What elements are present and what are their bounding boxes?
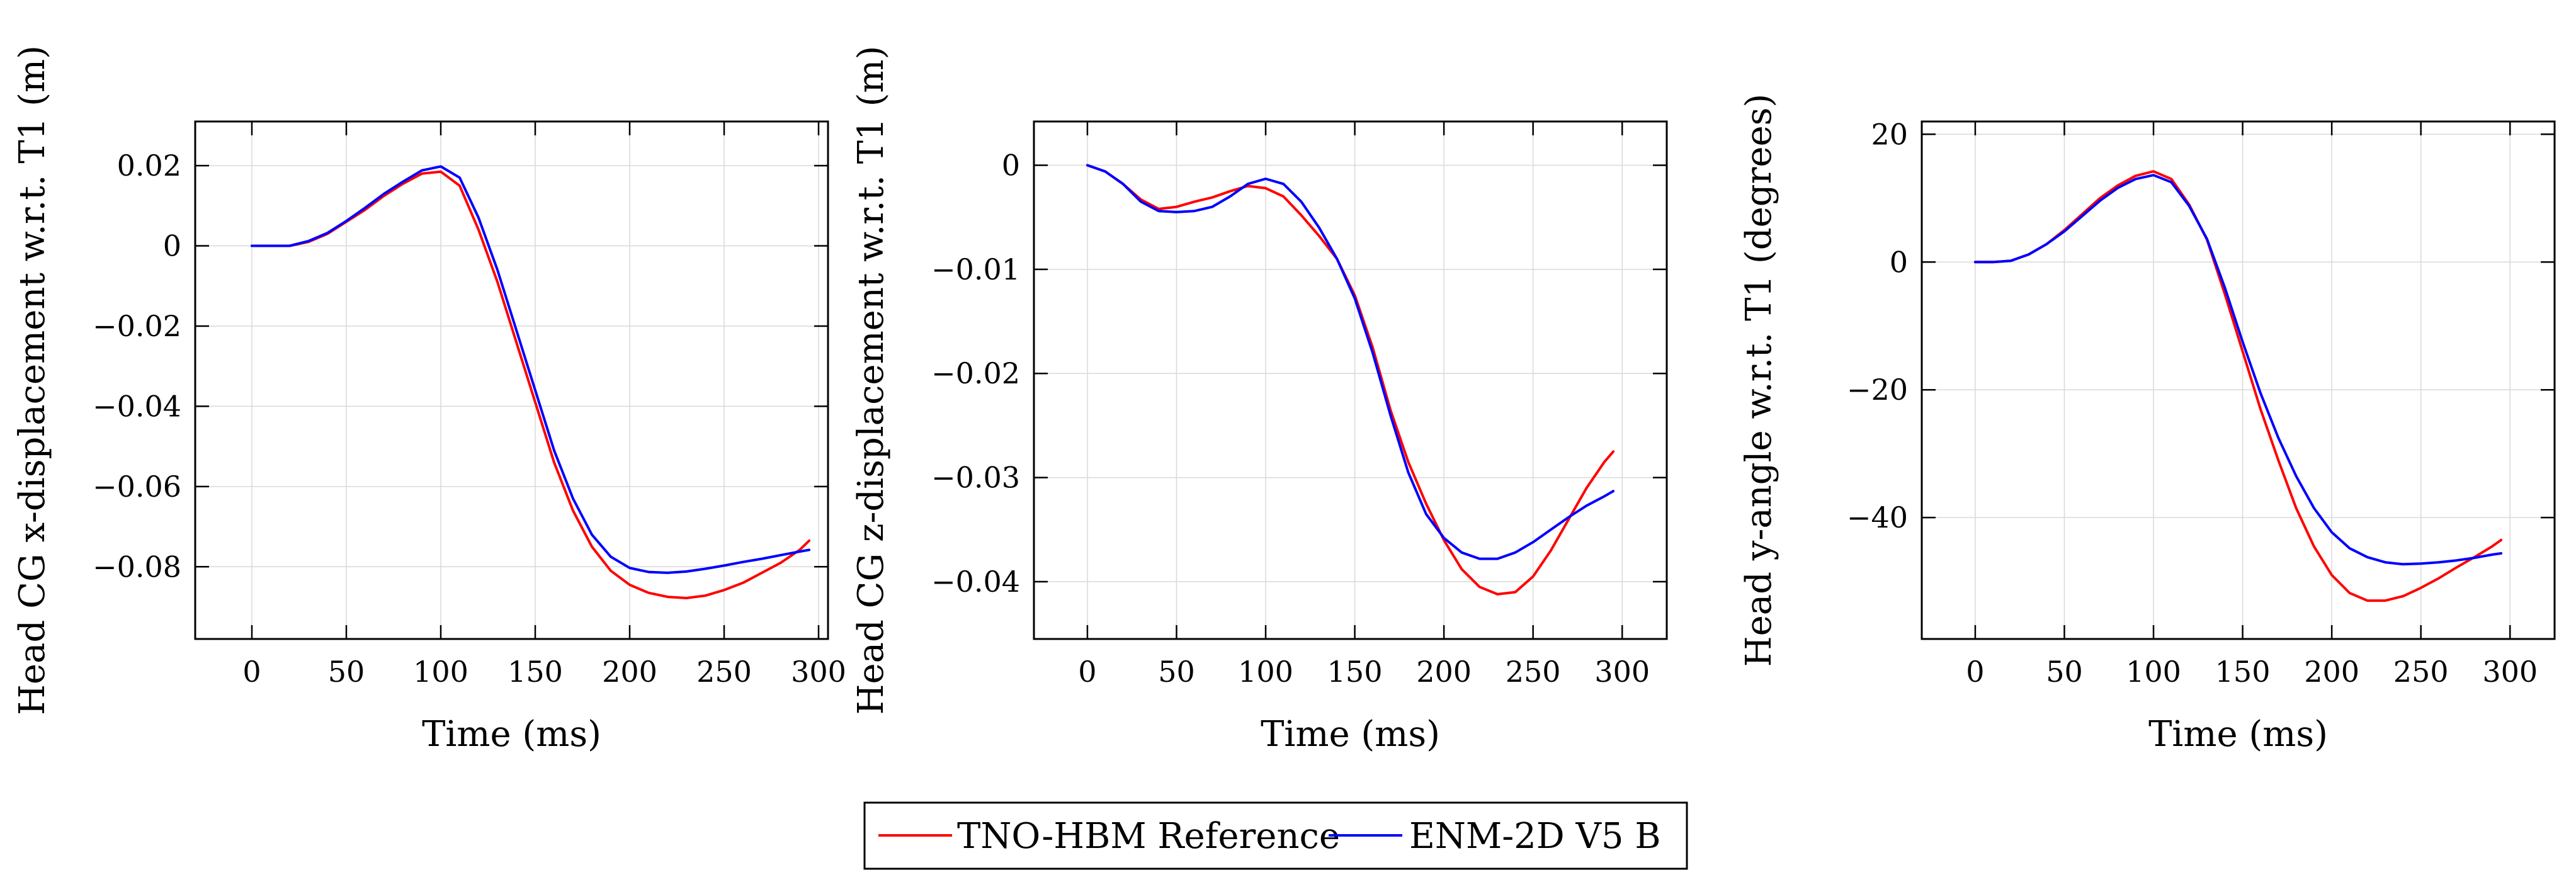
y-axis-label: Head CG x-displacement w.r.t. T1 (m) [12, 45, 53, 715]
y-tick-label: −0.06 [93, 470, 181, 504]
legend-box [863, 801, 1688, 870]
x-tick-label: 200 [1416, 655, 1472, 689]
y-axis-label: Head CG z-displacement w.r.t. T1 (m) [851, 46, 892, 715]
y-tick-label: −40 [1847, 500, 1908, 534]
plot-frame [1033, 120, 1668, 640]
series-line-tno-hbm-reference [251, 170, 810, 599]
x-tick-label: 150 [508, 655, 563, 689]
x-axis-label: Time (ms) [1261, 714, 1440, 755]
y-tick-label: −0.02 [93, 309, 181, 343]
series-line-enm-2d-v5-b [1086, 164, 1615, 560]
x-tick-label: 250 [2393, 655, 2449, 689]
y-tick-label: 0 [1890, 245, 1908, 279]
x-tick-label: 250 [696, 655, 752, 689]
x-tick-label: 100 [1238, 655, 1293, 689]
y-tick-label: −0.03 [931, 461, 1020, 495]
series-line-enm-2d-v5-b [251, 165, 810, 574]
x-tick-label: 0 [1078, 655, 1096, 689]
chart-panel-x-displacement: 0 50 100 150 200 250 300 0.02 0 −0.02 −0.04 −0.06 −0… [12, 45, 846, 755]
x-tick-label: 200 [2304, 655, 2359, 689]
y-tick-label: −20 [1847, 373, 1908, 407]
x-tick-label: 0 [242, 655, 261, 689]
y-tick-label: 20 [1871, 117, 1908, 151]
legend-label-enm-2d: ENM-2D V5 B [1409, 816, 1661, 857]
series-line-tno-hbm-reference [1086, 164, 1615, 596]
series-line-enm-2d-v5-b [1973, 174, 2503, 566]
y-tick-label: 0.02 [117, 149, 181, 183]
plot-frame [1921, 120, 2556, 640]
y-tick-label: 0 [163, 229, 181, 263]
chart-panel-z-displacement: 0 50 100 150 200 250 3000−0.01−0.02−0.03−0.04 … [851, 46, 1668, 755]
legend: TNO-HBM Reference ENM-2D V5 B [863, 801, 1688, 870]
plot-frame [194, 120, 829, 640]
y-axis-label: Head y-angle w.r.t. T1 (degrees) [1739, 94, 1779, 667]
y-tick-label: −0.02 [931, 356, 1020, 390]
x-tick-label: 150 [1327, 655, 1383, 689]
y-tick-label: 0 [1002, 148, 1020, 182]
x-tick-label: 50 [2046, 655, 2083, 689]
x-tick-label: 0 [1966, 655, 1984, 689]
x-tick-label: 100 [2126, 655, 2181, 689]
x-tick-label: 300 [791, 655, 846, 689]
y-tick-label: −0.04 [93, 389, 181, 423]
x-tick-label: 50 [1158, 655, 1195, 689]
x-tick-label: 250 [1506, 655, 1561, 689]
x-tick-label: 150 [2215, 655, 2271, 689]
x-tick-label: 100 [413, 655, 468, 689]
y-tick-label: −0.04 [931, 565, 1020, 599]
legend-label-tno-hbm: TNO-HBM Reference [957, 816, 1340, 857]
x-axis-label: Time (ms) [422, 714, 601, 755]
x-tick-label: 200 [602, 655, 657, 689]
y-tick-label: −0.08 [93, 550, 181, 584]
series-line-tno-hbm-reference [1973, 170, 2503, 602]
x-tick-label: 300 [1594, 655, 1650, 689]
y-tick-label: −0.01 [931, 252, 1020, 286]
x-axis-label: Time (ms) [2148, 714, 2328, 755]
x-tick-label: 300 [2482, 655, 2538, 689]
x-tick-label: 50 [328, 655, 365, 689]
